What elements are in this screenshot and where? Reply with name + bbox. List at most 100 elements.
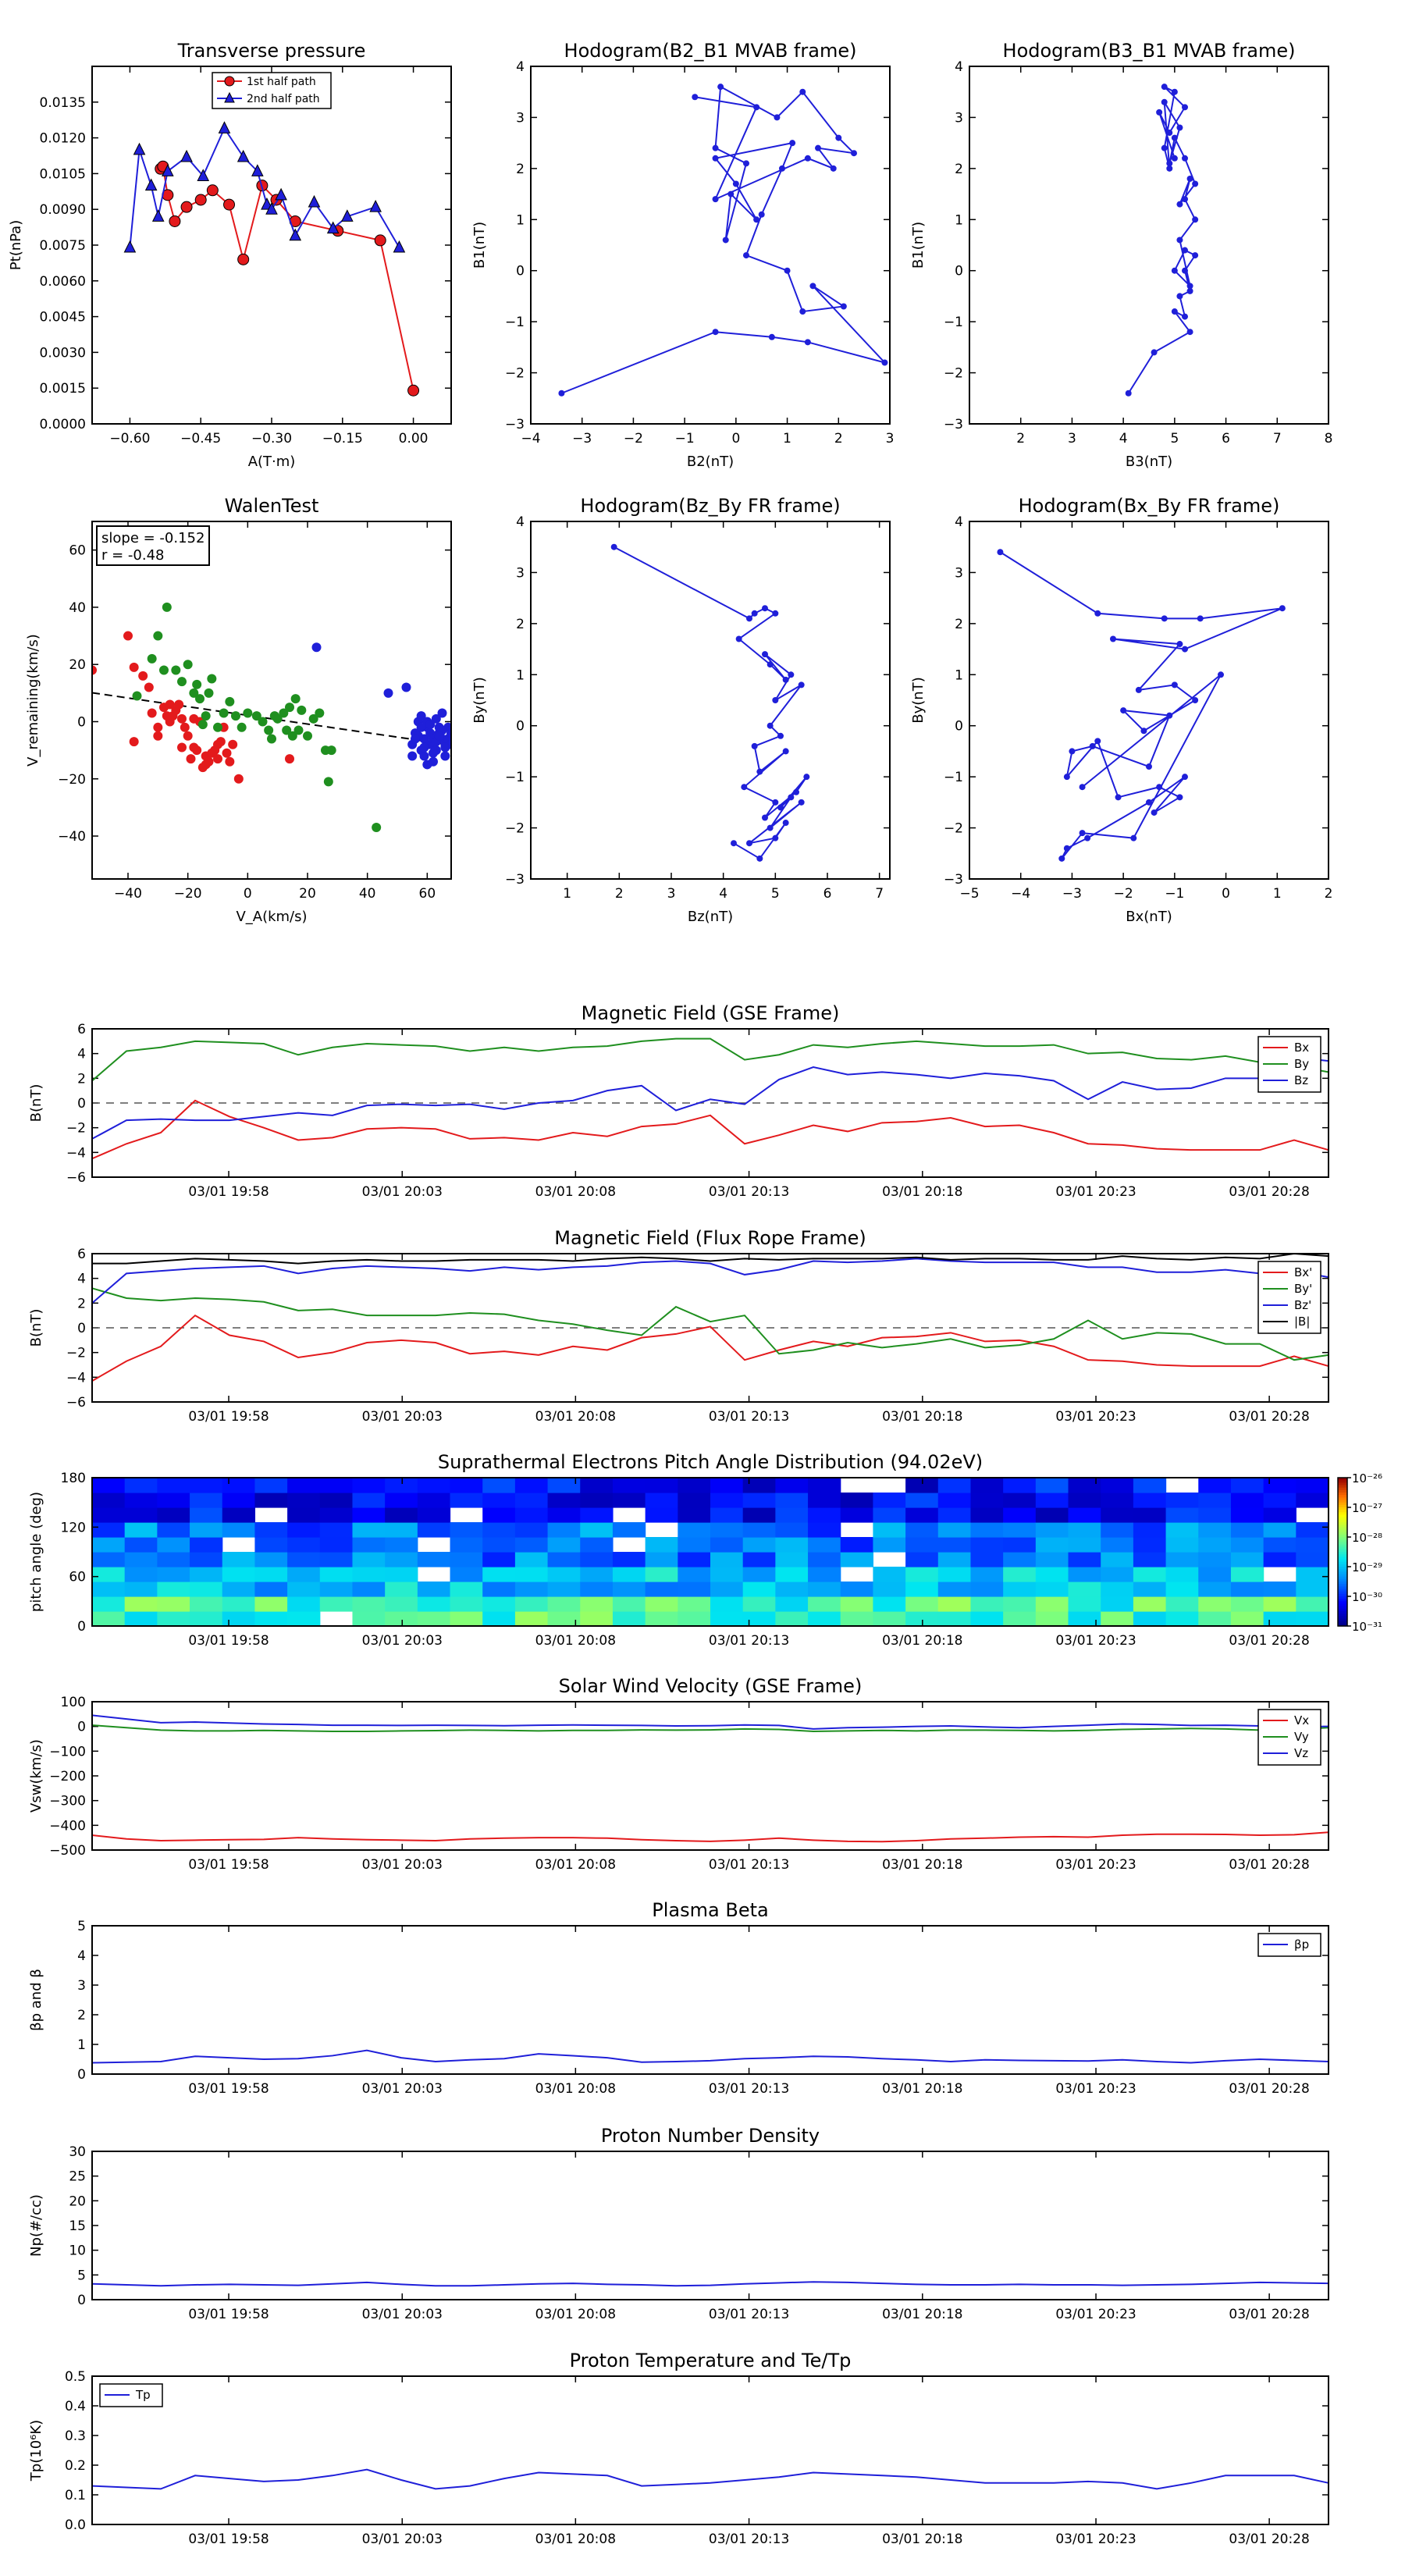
data-point [123, 631, 133, 641]
x-tick-label: 5 [771, 886, 780, 902]
heatmap-cell [1263, 1478, 1297, 1493]
y-tick-label: 2 [516, 162, 525, 177]
x-tick-label: 03/01 20:13 [709, 2081, 789, 2097]
heatmap-cell [319, 1493, 354, 1508]
data-point [201, 711, 211, 721]
y-tick-label: 10 [69, 2243, 86, 2259]
chart-beta: Plasma Beta 0 1 2 3 4 5 βp and β 03/01 19:58 03/0… [28, 1899, 1329, 2097]
data-point [144, 178, 158, 191]
y-tick-label: −2 [505, 821, 525, 837]
series-line-βp [91, 2049, 1329, 2064]
data-point [215, 737, 226, 747]
data-point [756, 855, 763, 862]
data-point [1192, 697, 1199, 703]
heatmap-cell [1101, 1567, 1134, 1582]
heatmap-cell [1133, 1596, 1167, 1612]
heatmap-cell [1165, 1582, 1199, 1597]
plot-frame [91, 1477, 1329, 1627]
heatmap-cell [482, 1522, 516, 1538]
y-tick-label: −2 [66, 1346, 86, 1361]
data-point [422, 760, 432, 770]
data-point [1171, 88, 1178, 95]
heatmap-cell [1165, 1493, 1199, 1508]
heatmap-cell [1263, 1552, 1297, 1567]
y-tick-label: 1 [955, 667, 963, 683]
plot-frame [91, 2151, 1329, 2300]
heatmap-cell [710, 1507, 744, 1523]
y-tick-label: 5 [77, 2268, 86, 2283]
colorbar-band [1338, 1564, 1347, 1567]
heatmap-cell [222, 1507, 256, 1523]
heatmap-cell [645, 1611, 678, 1627]
data-point [282, 725, 292, 735]
y-axis-label: By(nT) [471, 677, 488, 723]
data-point [1063, 774, 1070, 781]
heatmap-cell [287, 1522, 321, 1538]
y-tick-label: 1 [955, 212, 963, 228]
y-tick-label: −3 [944, 417, 963, 432]
heatmap-cell [808, 1567, 841, 1582]
data-point [1182, 774, 1188, 781]
x-tick-label: 03/01 20:23 [1055, 2081, 1136, 2097]
data-point [1130, 834, 1137, 841]
colorbar-band [1338, 1599, 1347, 1602]
data-point [225, 756, 235, 767]
heatmap-cell [970, 1552, 1004, 1567]
x-tick-label: 03/01 20:28 [1229, 1409, 1309, 1425]
x-tick-label: 03/01 20:03 [362, 1857, 443, 1873]
data-point [326, 221, 340, 234]
plot-frame [91, 1701, 1329, 1851]
y-axis-label: pitch angle (deg) [28, 1492, 44, 1612]
heatmap-cell [808, 1478, 841, 1493]
heatmap-cell [742, 1493, 776, 1508]
heatmap-cell [547, 1611, 581, 1627]
data-point [762, 605, 768, 612]
heatmap-cell [1296, 1522, 1329, 1538]
colorbar-band [1338, 1559, 1347, 1563]
data-point [151, 209, 165, 222]
data-point [407, 384, 420, 397]
x-tick-label: 60 [419, 886, 436, 902]
heatmap-cell [840, 1582, 874, 1597]
heatmap-cell [352, 1493, 386, 1508]
heatmap-cell [775, 1493, 809, 1508]
data-point [772, 799, 779, 806]
heatmap-cell [190, 1478, 223, 1493]
data-point [287, 731, 297, 741]
data-point [272, 713, 283, 724]
x-tick-label: 03/01 20:18 [882, 1409, 962, 1425]
heatmap-cell [190, 1582, 223, 1597]
heatmap-cell [937, 1493, 972, 1508]
heatmap-cell [254, 1522, 288, 1538]
annotation-text: slope = -0.152 [101, 530, 205, 546]
heatmap-cell [124, 1611, 158, 1627]
colorbar-band [1338, 1504, 1347, 1508]
heatmap-cell [1068, 1582, 1101, 1597]
heatmap-cell [319, 1537, 354, 1553]
heatmap-cell [840, 1596, 874, 1612]
colorbar-band [1338, 1557, 1347, 1560]
x-tick-label: 03/01 20:28 [1229, 2532, 1309, 2547]
data-point [311, 642, 322, 653]
y-tick-label: 4 [516, 59, 525, 75]
heatmap-cell [92, 1493, 126, 1508]
data-point [341, 209, 354, 222]
heatmap-cell [547, 1507, 581, 1523]
heatmap-cell [1035, 1582, 1069, 1597]
heatmap-cell [678, 1582, 711, 1597]
data-point [767, 824, 774, 831]
data-point [194, 194, 207, 206]
heatmap-cell [482, 1552, 516, 1567]
colorbar-band [1338, 1500, 1347, 1503]
data-point [788, 794, 795, 801]
data-point [289, 228, 302, 241]
heatmap-cell [808, 1537, 841, 1553]
x-tick-label: −0.60 [109, 431, 150, 447]
heatmap-cell [645, 1507, 678, 1523]
x-tick-label: 03/01 20:28 [1229, 1633, 1309, 1649]
heatmap-cell [1101, 1552, 1134, 1567]
data-point [1192, 252, 1199, 259]
heatmap-cell [742, 1522, 776, 1538]
y-tick-label: 3 [955, 110, 963, 126]
data-point [177, 677, 187, 687]
